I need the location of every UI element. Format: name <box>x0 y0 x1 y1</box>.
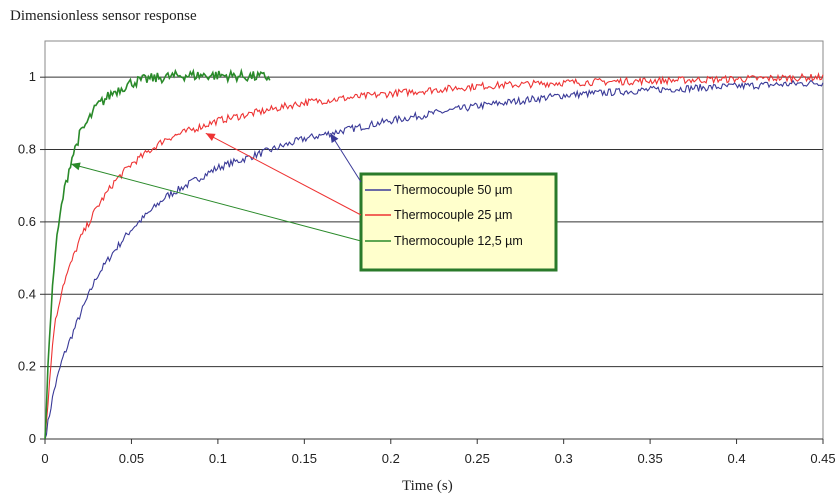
x-tick-label: 0.15 <box>292 451 317 466</box>
y-tick-label: 0 <box>29 431 36 446</box>
x-tick-label: 0 <box>41 451 48 466</box>
y-tick-label: 0.6 <box>18 214 36 229</box>
legend-label: Thermocouple 50 µm <box>394 183 512 197</box>
x-tick-label: 0.1 <box>209 451 227 466</box>
x-tick-label: 0.3 <box>555 451 573 466</box>
x-tick-label: 0.25 <box>465 451 490 466</box>
leader-line <box>205 132 362 216</box>
x-tick-label: 0.4 <box>728 451 746 466</box>
series-line <box>44 67 271 440</box>
leader-arrowhead <box>70 162 81 171</box>
legend-label: Thermocouple 25 µm <box>394 208 512 222</box>
leader-line <box>70 163 362 242</box>
y-tick-label: 0.4 <box>18 286 36 301</box>
x-tick-label: 0.35 <box>637 451 662 466</box>
y-tick-label: 0.8 <box>18 142 36 157</box>
series-line <box>44 79 824 440</box>
x-tick-label: 0.2 <box>382 451 400 466</box>
series-line <box>44 71 824 440</box>
y-tick-label: 0.2 <box>18 359 36 374</box>
y-tick-label: 1 <box>29 69 36 84</box>
x-tick-label: 0.45 <box>810 451 835 466</box>
legend-box <box>359 172 558 272</box>
leader-line <box>329 132 362 183</box>
leader-arrowhead <box>330 133 339 144</box>
x-axis-label: Time (s) <box>402 478 453 494</box>
y-axis-label: Dimensionless sensor response <box>10 8 197 24</box>
legend-label: Thermocouple 12,5 µm <box>394 234 523 248</box>
leader-arrowhead <box>205 133 216 141</box>
x-tick-label: 0.05 <box>119 451 144 466</box>
